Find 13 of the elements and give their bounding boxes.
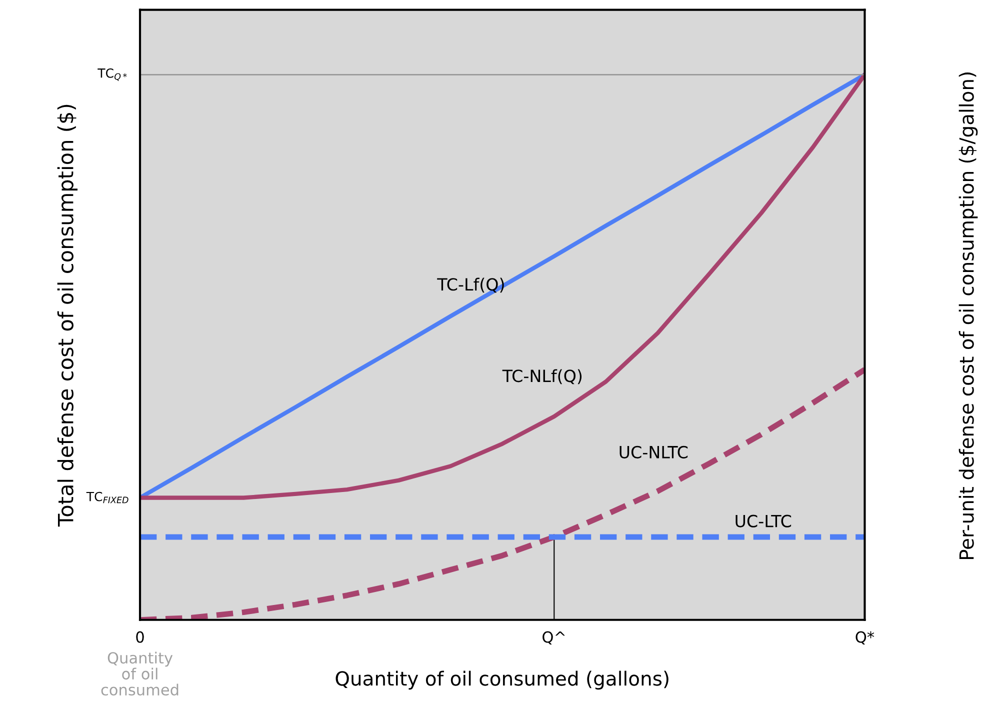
x-tick-label: 0 [136, 631, 144, 643]
series-label: UC-LTC [736, 514, 792, 528]
series-label: TC-Lf(Q) [437, 278, 504, 293]
annotation: TC$_{FIXED}$ [86, 492, 128, 504]
text: Quantity of oil consumed [101, 652, 178, 696]
x-axis-title: Quantity of oil consumed (gallons) [336, 670, 668, 690]
y2-axis-title: Per-unit defense cost of oil consumption ($/gallon) [958, 72, 978, 560]
y-axis-title: Total defense cost of oil consumption ($) [57, 104, 78, 527]
ref-line-label: TC$_{Q*}$ [98, 68, 127, 81]
series-label: UC-NLTC [620, 446, 688, 458]
x-tick-label: Q^ [542, 631, 565, 645]
x-tick-label: Q* [856, 631, 874, 645]
series-label: TC-NLf(Q) [502, 369, 582, 384]
